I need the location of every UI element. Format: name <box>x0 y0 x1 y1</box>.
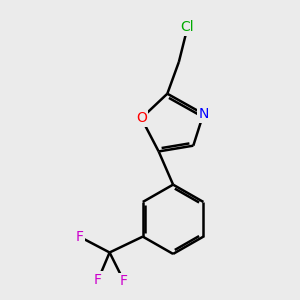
Text: F: F <box>94 273 102 287</box>
Text: N: N <box>198 107 208 121</box>
Text: O: O <box>136 111 147 125</box>
Text: F: F <box>120 274 128 288</box>
Text: Cl: Cl <box>181 20 194 34</box>
Text: F: F <box>75 230 83 244</box>
